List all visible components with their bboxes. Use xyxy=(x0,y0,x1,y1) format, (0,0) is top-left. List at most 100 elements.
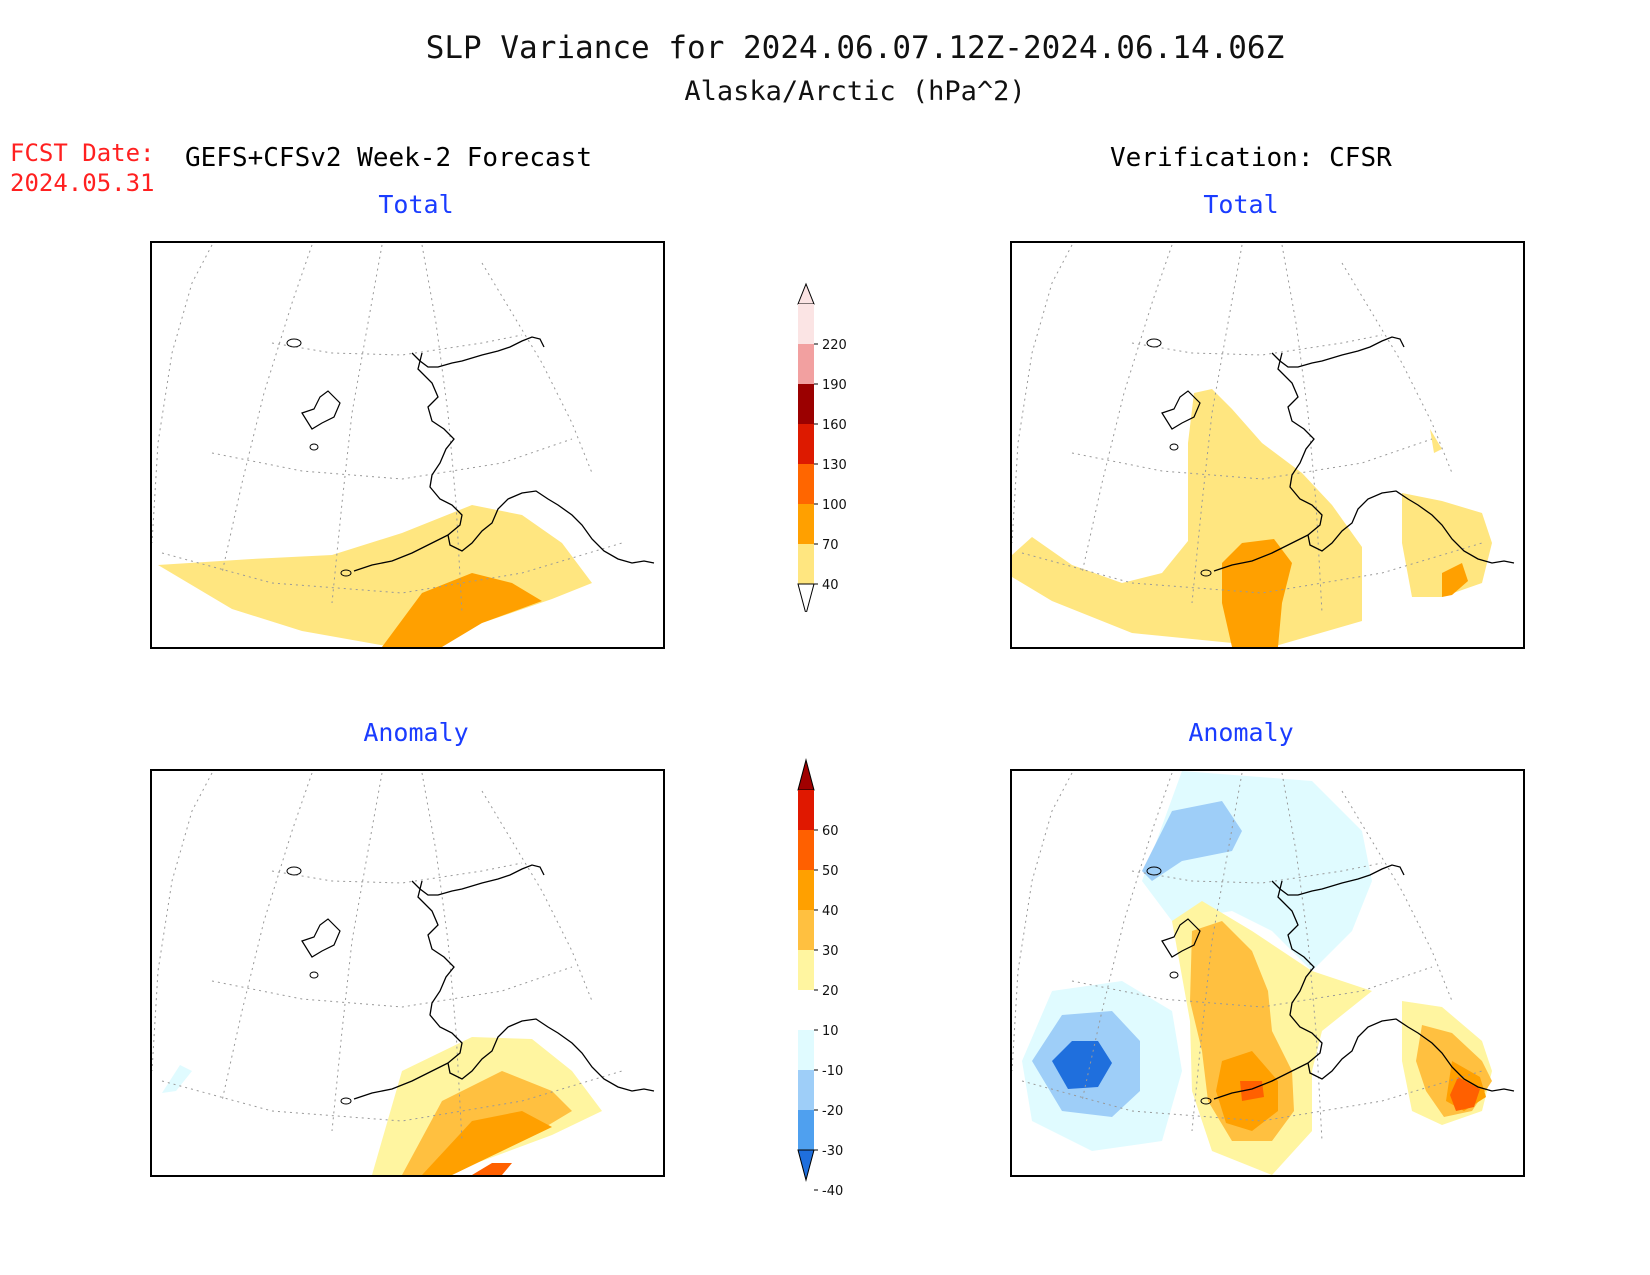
colorbar-segment xyxy=(798,384,814,424)
grid-line xyxy=(152,772,213,1072)
shade-40-70 xyxy=(158,505,592,647)
wrangel-island xyxy=(1146,866,1162,876)
domain-mask-left xyxy=(152,771,302,1071)
north-coast xyxy=(411,336,545,368)
colorbar-segment xyxy=(798,1110,814,1150)
chukotka-coast xyxy=(301,390,341,430)
fcst-anomaly-title: Anomaly xyxy=(363,718,469,747)
domain-mask-left xyxy=(1012,771,1162,1071)
wrangel-island xyxy=(286,866,302,876)
anomaly-colorbar: 60 50 40 30 20 10 -10 -20 -30 -40 xyxy=(797,758,843,1198)
island xyxy=(309,971,319,979)
aleutian-peninsula xyxy=(353,1062,449,1100)
grid-line xyxy=(1191,772,1243,1132)
aleutian-peninsula xyxy=(353,534,449,572)
map-grid xyxy=(152,772,623,1142)
shade-m10-m20 xyxy=(162,1065,192,1093)
verif-anomaly-map xyxy=(1010,769,1525,1177)
colorbar-segment xyxy=(798,950,814,990)
island xyxy=(1169,971,1179,979)
island xyxy=(1169,443,1179,451)
colorbar-segment xyxy=(798,544,814,584)
fcst-date-value: 2024.05.31 xyxy=(10,169,155,197)
island xyxy=(1200,569,1212,577)
colorbar-segment xyxy=(798,870,814,910)
colorbar-tick-label: 20 xyxy=(822,984,839,999)
domain-mask-left xyxy=(1012,243,1162,543)
domain-mask-right xyxy=(522,243,663,553)
grid-line xyxy=(271,862,523,884)
colorbar-max-arrow xyxy=(797,758,815,791)
colorbar-tick-label: 220 xyxy=(822,338,847,353)
domain-mask-right xyxy=(522,771,663,1081)
fcst-total-title: Total xyxy=(378,190,454,219)
grid-line xyxy=(1071,438,1433,480)
colorbar-segment xyxy=(798,1030,814,1070)
grid-line xyxy=(1012,772,1073,1072)
colorbar-tick-label: -40 xyxy=(822,1184,843,1198)
grid-line xyxy=(1191,244,1243,604)
grid-line xyxy=(331,244,383,604)
west-south-coast xyxy=(417,352,655,564)
colorbar-tick-label: 130 xyxy=(822,458,847,473)
grid-line xyxy=(211,438,573,480)
colorbar-tick-label: 30 xyxy=(822,944,839,959)
island xyxy=(340,569,352,577)
map-grid xyxy=(152,244,623,614)
colorbar-tick-label: 40 xyxy=(822,904,839,919)
shade-40-50 xyxy=(472,1163,512,1175)
aleutian-peninsula xyxy=(1213,1062,1309,1100)
total-colorbar: 220 190 160 130 100 70 40 xyxy=(797,282,847,612)
subtitle: Alaska/Arctic (hPa^2) xyxy=(684,76,1026,107)
west-south-coast xyxy=(1277,352,1515,564)
west-south-coast xyxy=(1277,880,1515,1092)
colorbar-tick-label: -10 xyxy=(822,1064,843,1079)
verification-heading: Verification: CFSR xyxy=(1110,143,1392,173)
verif-anomaly-title: Anomaly xyxy=(1188,718,1294,747)
alaska-coastline xyxy=(286,864,655,1105)
colorbar-tick-label: 40 xyxy=(822,578,839,593)
aleutian-peninsula xyxy=(1213,534,1309,572)
verif-total-title: Total xyxy=(1203,190,1279,219)
shade-70-100 xyxy=(1222,539,1292,647)
map-grid xyxy=(1012,244,1483,614)
grid-line xyxy=(211,966,573,1008)
forecast-heading: GEFS+CFSv2 Week-2 Forecast xyxy=(185,143,592,173)
shade-m40 xyxy=(1052,1041,1112,1089)
colorbar-tick-label: 160 xyxy=(822,418,847,433)
colorbar-segment xyxy=(798,344,814,384)
domain-mask-right xyxy=(1382,243,1523,553)
main-title: SLP Variance for 2024.06.07.12Z-2024.06.… xyxy=(425,30,1285,66)
verif-total-map xyxy=(1010,241,1525,649)
north-coast xyxy=(411,864,545,896)
north-coast xyxy=(1271,336,1405,368)
map-grid xyxy=(1012,772,1483,1142)
colorbar-segment xyxy=(798,790,814,830)
island xyxy=(1200,1097,1212,1105)
colorbar-tick-label: -20 xyxy=(822,1104,843,1119)
shade-40-70 xyxy=(1402,493,1492,597)
colorbar-tick-label: 50 xyxy=(822,864,839,879)
west-south-coast xyxy=(417,880,655,1092)
grid-line xyxy=(1131,334,1383,356)
colorbar-min-arrow xyxy=(797,1149,815,1182)
grid-line xyxy=(1071,966,1433,1008)
north-coast xyxy=(1271,864,1405,896)
alaska-coastline xyxy=(1146,864,1515,1105)
colorbar-tick-label: 10 xyxy=(822,1024,839,1039)
colorbar-segment xyxy=(798,464,814,504)
chukotka-coast xyxy=(301,918,341,958)
fcst-date: FCST Date: 2024.05.31 xyxy=(10,138,155,198)
grid-line xyxy=(331,772,383,1132)
fcst-anomaly-map xyxy=(150,769,665,1177)
colorbar-segment xyxy=(798,910,814,950)
colorbar-segment xyxy=(798,504,814,544)
colorbar-tick-label: 70 xyxy=(822,538,839,553)
alaska-coastline xyxy=(286,336,655,577)
colorbar-max-arrow xyxy=(797,282,815,305)
chukotka-coast xyxy=(1161,390,1201,430)
grid-line xyxy=(1012,244,1073,544)
island xyxy=(309,443,319,451)
wrangel-island xyxy=(1146,338,1162,348)
colorbar-min-arrow xyxy=(797,583,815,612)
